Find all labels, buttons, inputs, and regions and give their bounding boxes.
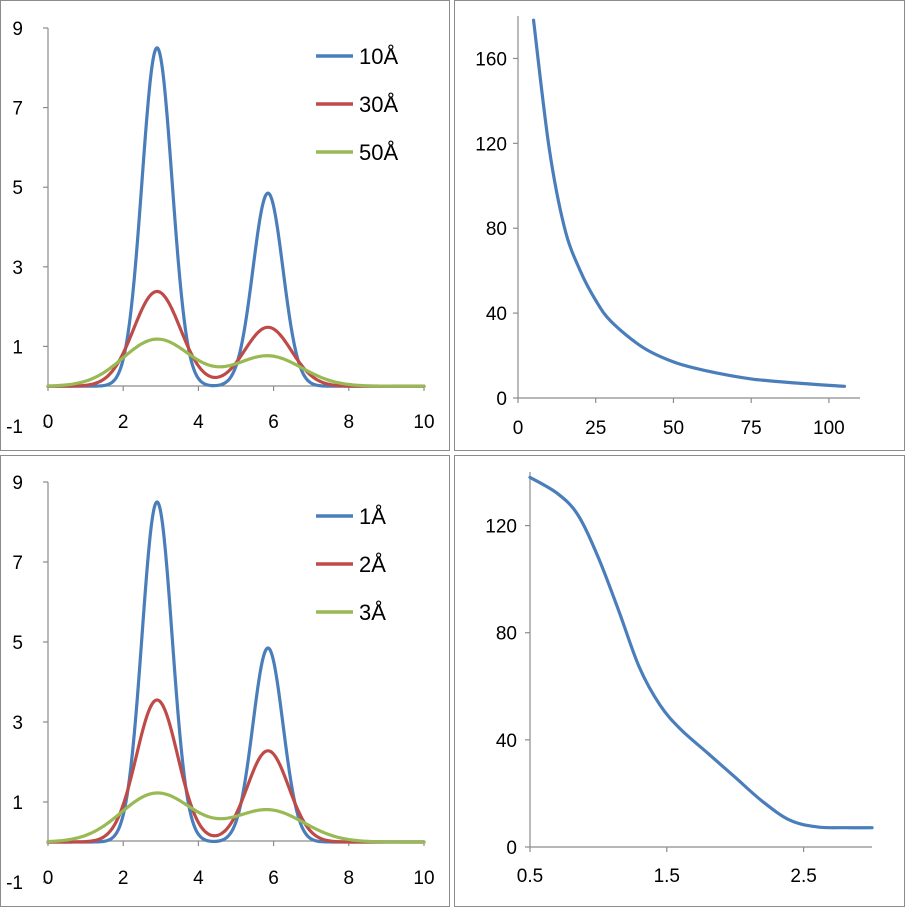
- x-tick-label: 4: [193, 868, 204, 889]
- chart-panel-top-left: -1 1 3 5 7 9 0 2 4 6 8 10 10Å 30Å 50Å: [0, 0, 450, 451]
- y-tick-label: 0: [496, 389, 507, 410]
- y-tick-label: 120: [485, 517, 517, 538]
- x-tick-label: 75: [741, 418, 762, 439]
- chart-bottom-right: 0 40 80 120 0.5 1.5 2.5: [485, 472, 874, 887]
- legend-label: 2Å: [359, 552, 386, 577]
- x-tick-label: 0: [43, 412, 54, 433]
- y-tick-label: 160: [475, 49, 507, 70]
- x-tick-label: 1.5: [654, 866, 680, 887]
- x-tick-label: 4: [193, 412, 204, 433]
- x-tick-label: 0.5: [517, 866, 543, 887]
- x-tick-label: 2: [118, 412, 129, 433]
- x-tick-label: 25: [585, 418, 606, 439]
- x-tick-label: 8: [344, 412, 355, 433]
- y-tick-label: 0: [506, 838, 517, 859]
- y-tick-label: 9: [12, 473, 23, 494]
- x-tick-label: 10: [413, 868, 434, 889]
- y-tick-label: 80: [496, 624, 517, 645]
- y-tick-label: 40: [486, 304, 507, 325]
- series-line: [46, 791, 426, 844]
- series-line: [46, 337, 426, 388]
- y-tick-label: 40: [496, 731, 517, 752]
- x-tick-label: 2: [118, 868, 129, 889]
- x-tick-label: 100: [813, 418, 845, 439]
- legend-label: 3Å: [359, 600, 386, 625]
- x-tick-label: 0: [513, 418, 524, 439]
- y-tick-label: 7: [12, 99, 23, 120]
- x-tick-label: 6: [268, 412, 279, 433]
- x-tick-label: 2.5: [790, 866, 816, 887]
- legend-label: 10Å: [359, 44, 398, 69]
- chart-top-right: 0 40 80 120 160 0 25 50 75 100: [475, 16, 860, 439]
- x-tick-label: 50: [663, 418, 684, 439]
- legend-label: 50Å: [359, 140, 398, 165]
- y-tick-label: 5: [12, 633, 23, 654]
- y-tick-label: 3: [12, 258, 23, 279]
- chart-top-left: -1 1 3 5 7 9 0 2 4 6 8 10 10Å 30Å 50Å: [6, 19, 434, 438]
- x-tick-label: 10: [413, 412, 434, 433]
- x-tick-label: 0: [43, 868, 54, 889]
- chart-panel-top-right: 0 40 80 120 160 0 25 50 75 100: [454, 0, 905, 451]
- legend-label: 30Å: [359, 92, 398, 117]
- y-tick-label: 120: [475, 134, 507, 155]
- x-tick-label: 8: [344, 868, 355, 889]
- y-tick-label: 3: [12, 713, 23, 734]
- chart-panel-bottom-left: -1 1 3 5 7 9 0 2 4 6 8 10 1Å 2Å 3Å: [0, 455, 450, 907]
- y-tick-label: -1: [6, 417, 23, 438]
- series-line: [531, 18, 847, 388]
- y-tick-label: 1: [12, 793, 23, 814]
- series-line: [528, 475, 874, 830]
- y-tick-label: 80: [486, 219, 507, 240]
- y-tick-label: 1: [12, 337, 23, 358]
- y-tick-label: 9: [12, 19, 23, 40]
- legend-label: 1Å: [359, 504, 386, 529]
- y-tick-label: 7: [12, 553, 23, 574]
- chart-bottom-left: -1 1 3 5 7 9 0 2 4 6 8 10 1Å 2Å 3Å: [6, 473, 434, 894]
- x-tick-label: 6: [268, 868, 279, 889]
- y-tick-label: 5: [12, 178, 23, 199]
- y-tick-label: -1: [6, 873, 23, 894]
- chart-panel-bottom-right: 0 40 80 120 0.5 1.5 2.5: [454, 455, 905, 907]
